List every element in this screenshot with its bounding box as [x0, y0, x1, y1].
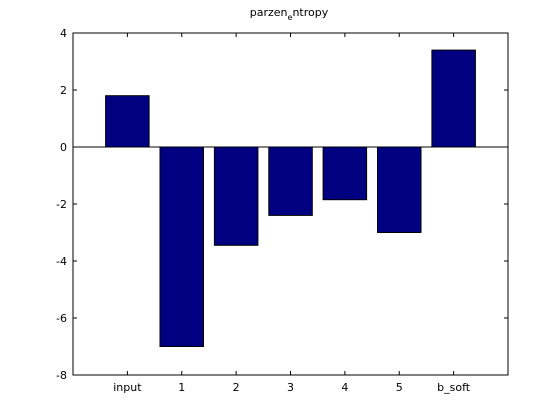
x-tick-label: 1 [178, 381, 185, 394]
y-tick-label: -4 [56, 255, 67, 268]
chart-title-main: parzen [250, 6, 288, 19]
bar-3 [268, 146, 313, 216]
x-tick-label: 4 [341, 381, 348, 394]
y-axis: -8 -6 -4 -2 0 2 4 [56, 27, 508, 382]
x-tick-label: 5 [396, 381, 403, 394]
y-tick-label: -8 [56, 369, 67, 382]
x-tick-label: b_soft [437, 381, 471, 394]
x-tick-label: 3 [287, 381, 294, 394]
x-tick-label: 2 [233, 381, 240, 394]
y-tick-label: -2 [56, 198, 67, 211]
bars-group [105, 49, 476, 347]
bar-2 [213, 146, 259, 246]
bar-input [105, 95, 150, 148]
y-tick-label: -6 [56, 312, 67, 325]
bar-5 [377, 146, 422, 233]
bar-4 [322, 146, 368, 201]
bar-1 [159, 146, 204, 347]
y-tick-label: 0 [60, 141, 67, 154]
x-tick-label: input [113, 381, 142, 394]
chart-title: parzenentropy [250, 6, 329, 22]
y-tick-label: 4 [60, 27, 67, 40]
y-tick-label: 2 [60, 84, 67, 97]
chart-title-rest: ntropy [292, 6, 328, 19]
x-axis: input 1 2 3 4 5 b_soft [113, 33, 471, 394]
chart-title-sub: e [288, 13, 293, 22]
bar-b_soft [431, 49, 476, 148]
